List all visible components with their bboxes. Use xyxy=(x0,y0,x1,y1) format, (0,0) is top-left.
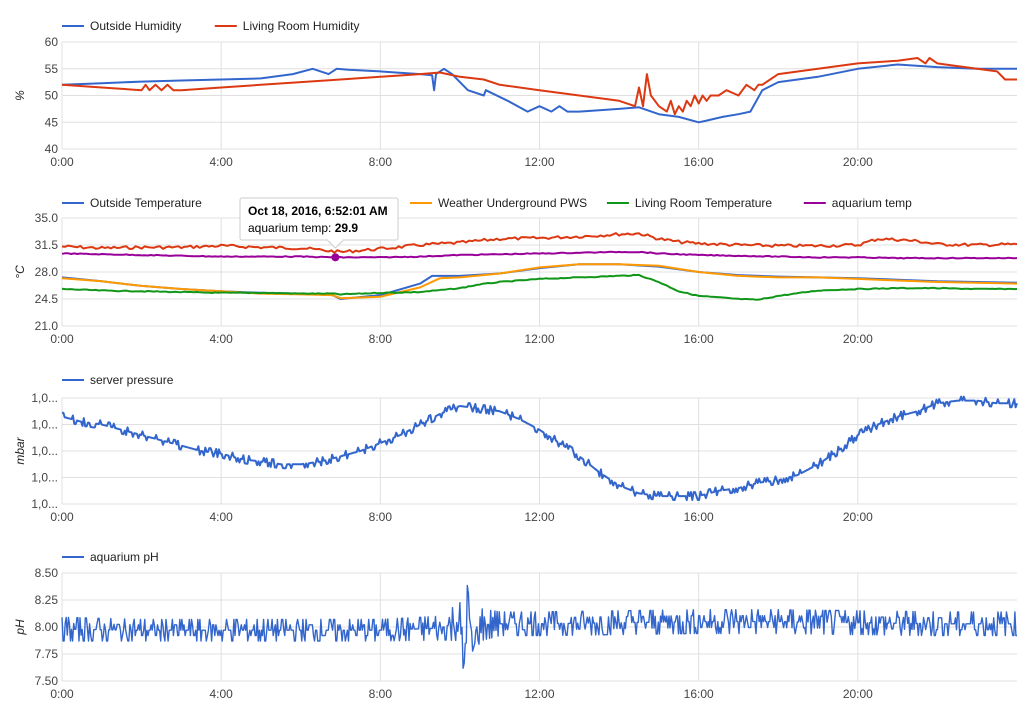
y-tick-label: 8.00 xyxy=(35,620,59,634)
series-line-1 xyxy=(61,63,1017,124)
x-tick-label: 0:00 xyxy=(50,155,74,169)
chart-panel-3: 1,0...1,0...1,0...1,0...1,0...0:00 4:00 8:… xyxy=(13,373,1018,524)
legend-label: server pressure xyxy=(90,373,174,387)
y-tick-label: 1,0... xyxy=(31,444,58,458)
y-axis-label: % xyxy=(13,90,27,101)
y-tick-label: 40 xyxy=(45,142,59,156)
tooltip-title: Oct 18, 2016, 6:52:01 AM xyxy=(248,204,388,218)
legend-label: Weather Underground PWS xyxy=(438,196,587,210)
y-tick-label: 31.5 xyxy=(35,238,59,252)
y-tick-label: 55 xyxy=(45,62,59,76)
tooltip-value-line: aquarium temp: 29.9 xyxy=(248,221,358,235)
y-tick-label: 1,0... xyxy=(31,418,58,432)
legend-label: Outside Temperature xyxy=(90,196,202,210)
x-tick-label: 8:00 xyxy=(369,687,393,701)
y-tick-label: 45 xyxy=(45,115,59,129)
x-tick-label: 4:00 xyxy=(209,155,233,169)
y-tick-label: 60 xyxy=(45,35,59,49)
x-tick-label: 20:00 xyxy=(843,510,873,524)
x-tick-label: 0:00 xyxy=(50,510,74,524)
x-tick-label: 4:00 xyxy=(209,332,233,346)
y-tick-label: 1,0... xyxy=(31,391,58,405)
x-tick-label: 8:00 xyxy=(369,155,393,169)
x-tick-label: 12:00 xyxy=(524,155,554,169)
series-line-3 xyxy=(61,232,1018,254)
tooltip-pointer xyxy=(327,239,344,249)
x-tick-label: 20:00 xyxy=(843,687,873,701)
legend-label: Living Room Temperature xyxy=(635,196,773,210)
y-tick-label: 35.0 xyxy=(35,211,59,225)
y-axis-label: mbar xyxy=(13,436,27,464)
legend-label: aquarium pH xyxy=(90,550,159,564)
series-line-1 xyxy=(61,584,1017,669)
x-tick-label: 12:00 xyxy=(524,687,554,701)
y-tick-label: 7.50 xyxy=(35,674,59,688)
y-tick-label: 1,0... xyxy=(31,497,58,511)
tooltip-point xyxy=(331,253,340,262)
y-tick-label: 21.0 xyxy=(35,319,59,333)
series-line-1 xyxy=(61,395,1018,501)
x-tick-label: 16:00 xyxy=(684,332,714,346)
y-axis-label: °C xyxy=(13,265,27,279)
y-tick-label: 8.25 xyxy=(35,593,59,607)
y-tick-label: 50 xyxy=(45,89,59,103)
x-tick-label: 16:00 xyxy=(684,510,714,524)
x-tick-label: 4:00 xyxy=(209,687,233,701)
y-tick-label: 7.75 xyxy=(35,647,59,661)
y-tick-label: 24.5 xyxy=(35,292,59,306)
series-line-4 xyxy=(61,273,1018,301)
x-tick-label: 12:00 xyxy=(524,332,554,346)
chart-panel-1: 40 45 50 55 60 0:00 4:00 8:00 12:00 16:00 20:00% Ou… xyxy=(13,19,1017,169)
y-axis-label: pH xyxy=(13,619,27,636)
legend-label: Outside Humidity xyxy=(90,19,181,33)
legend-label: Living Room Humidity xyxy=(243,19,360,33)
y-tick-label: 8.50 xyxy=(35,566,59,580)
x-tick-label: 12:00 xyxy=(524,510,554,524)
series-line-2 xyxy=(61,57,1017,116)
x-tick-label: 20:00 xyxy=(843,155,873,169)
x-tick-label: 20:00 xyxy=(843,332,873,346)
legend-label: aquarium temp xyxy=(832,196,912,210)
x-tick-label: 16:00 xyxy=(684,155,714,169)
x-tick-label: 0:00 xyxy=(50,687,74,701)
chart-panel-4: 7.50 7.75 8.00 8.25 8.50 0:00 4:00 8:00 12:00 16:… xyxy=(13,550,1017,701)
chart-panel-2: 21.0 24.5 28.0 31.5 35.0 0:00 4:00 8:00 12:00 16:… xyxy=(13,196,1018,346)
x-tick-label: 8:00 xyxy=(369,510,393,524)
y-tick-label: 28.0 xyxy=(35,265,59,279)
y-tick-label: 1,0... xyxy=(31,471,58,485)
x-tick-label: 0:00 xyxy=(50,332,74,346)
tooltip-box xyxy=(239,197,399,241)
series-line-5 xyxy=(61,250,1018,260)
x-tick-label: 4:00 xyxy=(209,510,233,524)
x-tick-label: 8:00 xyxy=(369,332,393,346)
x-tick-label: 16:00 xyxy=(684,687,714,701)
